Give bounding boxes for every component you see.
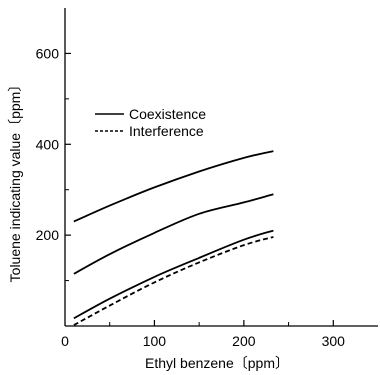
y-axis-title-group: Toluene indicating value〔ppm〕 (7, 78, 23, 283)
interference-line (73, 236, 274, 326)
plot-area: 0 100 200 300 200 400 600 (36, 8, 378, 349)
coexistence-line-2 (73, 193, 274, 275)
x-axis-title: Ethyl benzene〔ppm〕 (145, 355, 289, 371)
legend-label-coexistence: Coexistence (129, 106, 206, 122)
coexistence-line-1 (73, 150, 274, 223)
y-tick-label: 400 (36, 136, 60, 152)
axis-ticks: 0 100 200 300 200 400 600 (36, 45, 346, 349)
coexistence-line-3 (73, 229, 274, 320)
y-tick-label: 600 (36, 45, 60, 61)
x-axis-title-group: Ethyl benzene〔ppm〕 (145, 355, 289, 371)
y-tick-label: 200 (36, 227, 60, 243)
y-axis-title: Toluene indicating value〔ppm〕 (7, 78, 23, 283)
x-tick-label: 300 (322, 333, 346, 349)
x-tick-label: 100 (143, 333, 167, 349)
x-tick-label: 0 (61, 333, 69, 349)
data-series (73, 150, 274, 326)
legend: Coexistence Interference (95, 106, 206, 139)
legend-label-interference: Interference (129, 123, 204, 139)
x-tick-label: 200 (232, 333, 256, 349)
